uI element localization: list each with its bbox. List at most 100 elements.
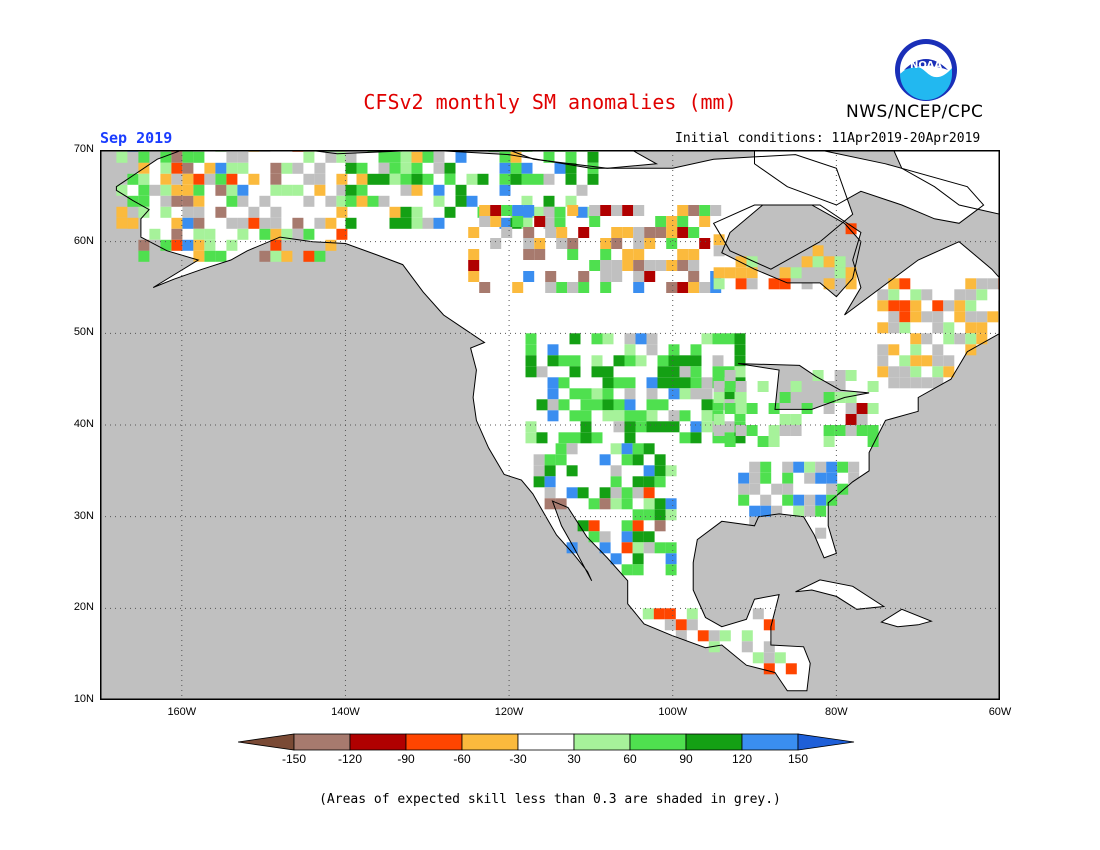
anomaly-cell [378,195,390,207]
anomaly-cell [646,377,658,389]
anomaly-cell [204,250,216,262]
anomaly-cell [356,195,368,207]
anomaly-cell [932,300,944,312]
anomaly-cell [525,344,537,356]
anomaly-cell [760,505,772,517]
anomaly-cell [479,282,491,293]
anomaly-cell [547,410,559,422]
anomaly-cell [171,195,183,207]
anomaly-cell [587,173,599,185]
anomaly-cell [746,403,758,414]
anomaly-cell [690,366,702,378]
anomaly-cell [888,311,900,323]
anomaly-cell [646,399,658,411]
anomaly-cell [823,245,835,257]
anomaly-cell [270,250,282,262]
anomaly-cell [270,228,282,240]
anomaly-cell [171,228,183,240]
anomaly-cell [713,267,725,279]
graticule [100,150,1000,700]
anomaly-cell [837,461,849,473]
anomaly-cell [193,250,205,262]
anomaly-cell [664,608,676,620]
anomaly-cell [569,333,581,345]
anomaly-cell [621,443,633,455]
anomaly-cell [690,421,702,433]
anomaly-cell [455,151,467,163]
anomaly-cell [779,267,791,279]
anomaly-cell [723,388,735,400]
anomaly-cell [567,249,579,260]
anomaly-cell [675,619,687,631]
anomaly-cell [708,630,720,642]
anomaly-cell [848,472,860,484]
anomaly-cell [910,366,922,378]
anomaly-cell [336,173,348,185]
anomaly-cell [664,619,676,631]
anomaly-cell [654,465,666,477]
anomaly-cell [367,195,379,207]
anomaly-cell [643,531,655,543]
anomaly-cell [477,173,489,185]
anomaly-cell [613,410,625,422]
anomaly-cell [547,399,559,411]
anomaly-cell [226,162,238,174]
hudson-bay [721,205,861,297]
anomaly-cell [823,278,835,290]
anomaly-cell [622,227,634,238]
anomaly-cell [378,173,390,185]
anomaly-cell [556,238,568,249]
colorbar-label: 90 [679,752,693,766]
anomaly-cell [336,184,348,196]
anomaly-cell [749,516,761,528]
anomaly-cell [899,300,911,312]
anomaly-cell [591,366,603,378]
anomaly-cell [826,461,838,473]
anomaly-cell [734,344,746,356]
anomaly-cell [433,151,445,163]
anomaly-cell [867,436,879,447]
anomaly-cell [468,249,480,260]
longitude-label: 120W [494,706,524,718]
anomaly-cell [558,399,570,411]
anomaly-cell [182,217,194,229]
anomaly-cell [281,228,293,240]
anomaly-cell [643,465,655,477]
anomaly-cell [613,399,625,411]
anomaly-cell [632,564,644,576]
agency-label: NWS/NCEP/CPC [846,102,984,122]
hispaniola-coastline [880,608,933,628]
anomaly-cell [204,173,216,185]
anomaly-cell [325,151,337,163]
anomaly-cell [523,205,535,216]
anomaly-cell [801,278,813,290]
anomaly-cell [643,498,655,510]
anomaly-cell [525,355,537,367]
anomaly-cell [622,249,634,260]
anomaly-cell [182,239,194,251]
anomaly-cell [580,399,592,411]
anomaly-cell [910,311,922,323]
anomaly-cell [899,366,911,378]
anomaly-cell [523,271,535,282]
anomaly-cell [602,399,614,411]
anomaly-cell [708,641,720,653]
anomaly-cell [466,173,478,185]
anomaly-cell [600,282,612,293]
anomaly-cell [116,184,128,196]
anomaly-cell [569,432,581,444]
anomaly-cell [171,184,183,196]
anomaly-cell [149,228,161,240]
anomaly-cell [569,410,581,422]
anomaly-cell [127,217,139,229]
anomaly-cell [657,421,669,433]
anomaly-cell [668,388,680,400]
anomaly-cell [735,278,747,290]
anomaly-cell [547,344,559,356]
hudson-bay-outline [721,204,862,298]
anomaly-cell [749,505,761,517]
anomaly-cell [734,355,746,367]
anomaly-cell [536,366,548,378]
north-america-coastline [115,150,1000,692]
anomaly-cell [643,443,655,455]
